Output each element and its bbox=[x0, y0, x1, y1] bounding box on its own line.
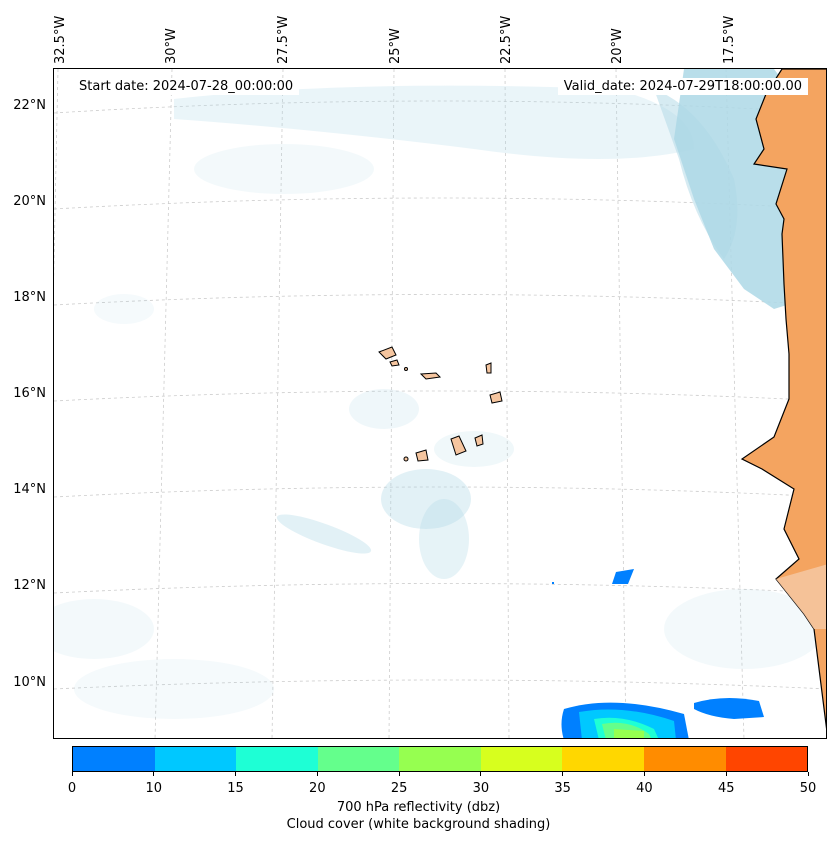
start-date-label: Start date: 2024-07-28_00:00:00 bbox=[73, 78, 300, 95]
valid-date-label: Valid_date: 2024-07-29T18:00:00.00 bbox=[557, 78, 808, 95]
lat-label-22n: 22°N bbox=[13, 98, 46, 113]
map-panel[interactable]: Start date: 2024-07-28_00:00:00 Valid_da… bbox=[53, 68, 827, 739]
colorbar-tickmark bbox=[480, 772, 482, 776]
colorbar-tickmark bbox=[807, 772, 809, 776]
colorbar-segment bbox=[73, 747, 155, 771]
colorbar-segment bbox=[236, 747, 318, 771]
colorbar-tickmark bbox=[643, 772, 645, 776]
lon-label-22-5w: 22.5°W bbox=[499, 15, 514, 64]
colorbar-subtitle: Cloud cover (white background shading) bbox=[286, 817, 551, 832]
colorbar-tick-label: 35 bbox=[554, 781, 571, 796]
colorbar-title: 700 hPa reflectivity (dbz) bbox=[336, 800, 501, 815]
colorbar-segment bbox=[643, 747, 726, 771]
lon-label-27-5w: 27.5°W bbox=[276, 15, 291, 64]
colorbar-tickmark bbox=[235, 772, 237, 776]
colorbar-tick-label: 40 bbox=[636, 781, 653, 796]
colorbar-tick-label: 30 bbox=[472, 781, 490, 796]
lat-label-16n: 16°N bbox=[13, 386, 46, 401]
colorbar-segment bbox=[317, 747, 400, 771]
colorbar-segment bbox=[154, 747, 237, 771]
lon-label-32-5w: 32.5°W bbox=[53, 15, 68, 64]
colorbar-tickmark bbox=[153, 772, 155, 776]
colorbar-tickmark bbox=[398, 772, 400, 776]
lat-label-18n: 18°N bbox=[13, 290, 46, 305]
colorbar-segment bbox=[725, 747, 808, 771]
reflectivity-patches bbox=[552, 569, 764, 738]
colorbar-tick-label: 25 bbox=[390, 781, 408, 796]
lon-label-20w: 20°W bbox=[610, 28, 625, 64]
colorbar-segment bbox=[562, 747, 644, 771]
colorbar-tick-label: 20 bbox=[309, 781, 326, 796]
lon-label-17-5w: 17.5°W bbox=[722, 15, 737, 64]
colorbar-tick-label: 45 bbox=[717, 781, 735, 796]
lat-label-20n: 20°N bbox=[13, 194, 46, 209]
colorbar-tickmark bbox=[725, 772, 727, 776]
lon-label-25w: 25°W bbox=[388, 28, 403, 64]
colorbar-tick-label: 50 bbox=[799, 781, 817, 796]
map-canvas bbox=[54, 69, 826, 738]
cape-verde-islands bbox=[378, 346, 503, 462]
graticule bbox=[54, 69, 826, 738]
colorbar-tick-label: 0 bbox=[67, 781, 77, 796]
mainland-pale-band bbox=[776, 564, 826, 629]
lon-label-30w: 30°W bbox=[164, 28, 179, 64]
lat-label-14n: 14°N bbox=[13, 482, 46, 497]
colorbar-tickmark bbox=[71, 772, 73, 776]
colorbar-tickmark bbox=[316, 772, 318, 776]
lat-label-10n: 10°N bbox=[13, 675, 46, 690]
colorbar-tick-label: 10 bbox=[145, 781, 163, 796]
colorbar-segment bbox=[399, 747, 481, 771]
colorbar-tick-label: 15 bbox=[227, 781, 244, 796]
reflectivity-colorbar bbox=[72, 746, 808, 772]
colorbar-segment bbox=[480, 747, 563, 771]
lat-label-12n: 12°N bbox=[13, 578, 46, 593]
colorbar-tickmark bbox=[562, 772, 564, 776]
